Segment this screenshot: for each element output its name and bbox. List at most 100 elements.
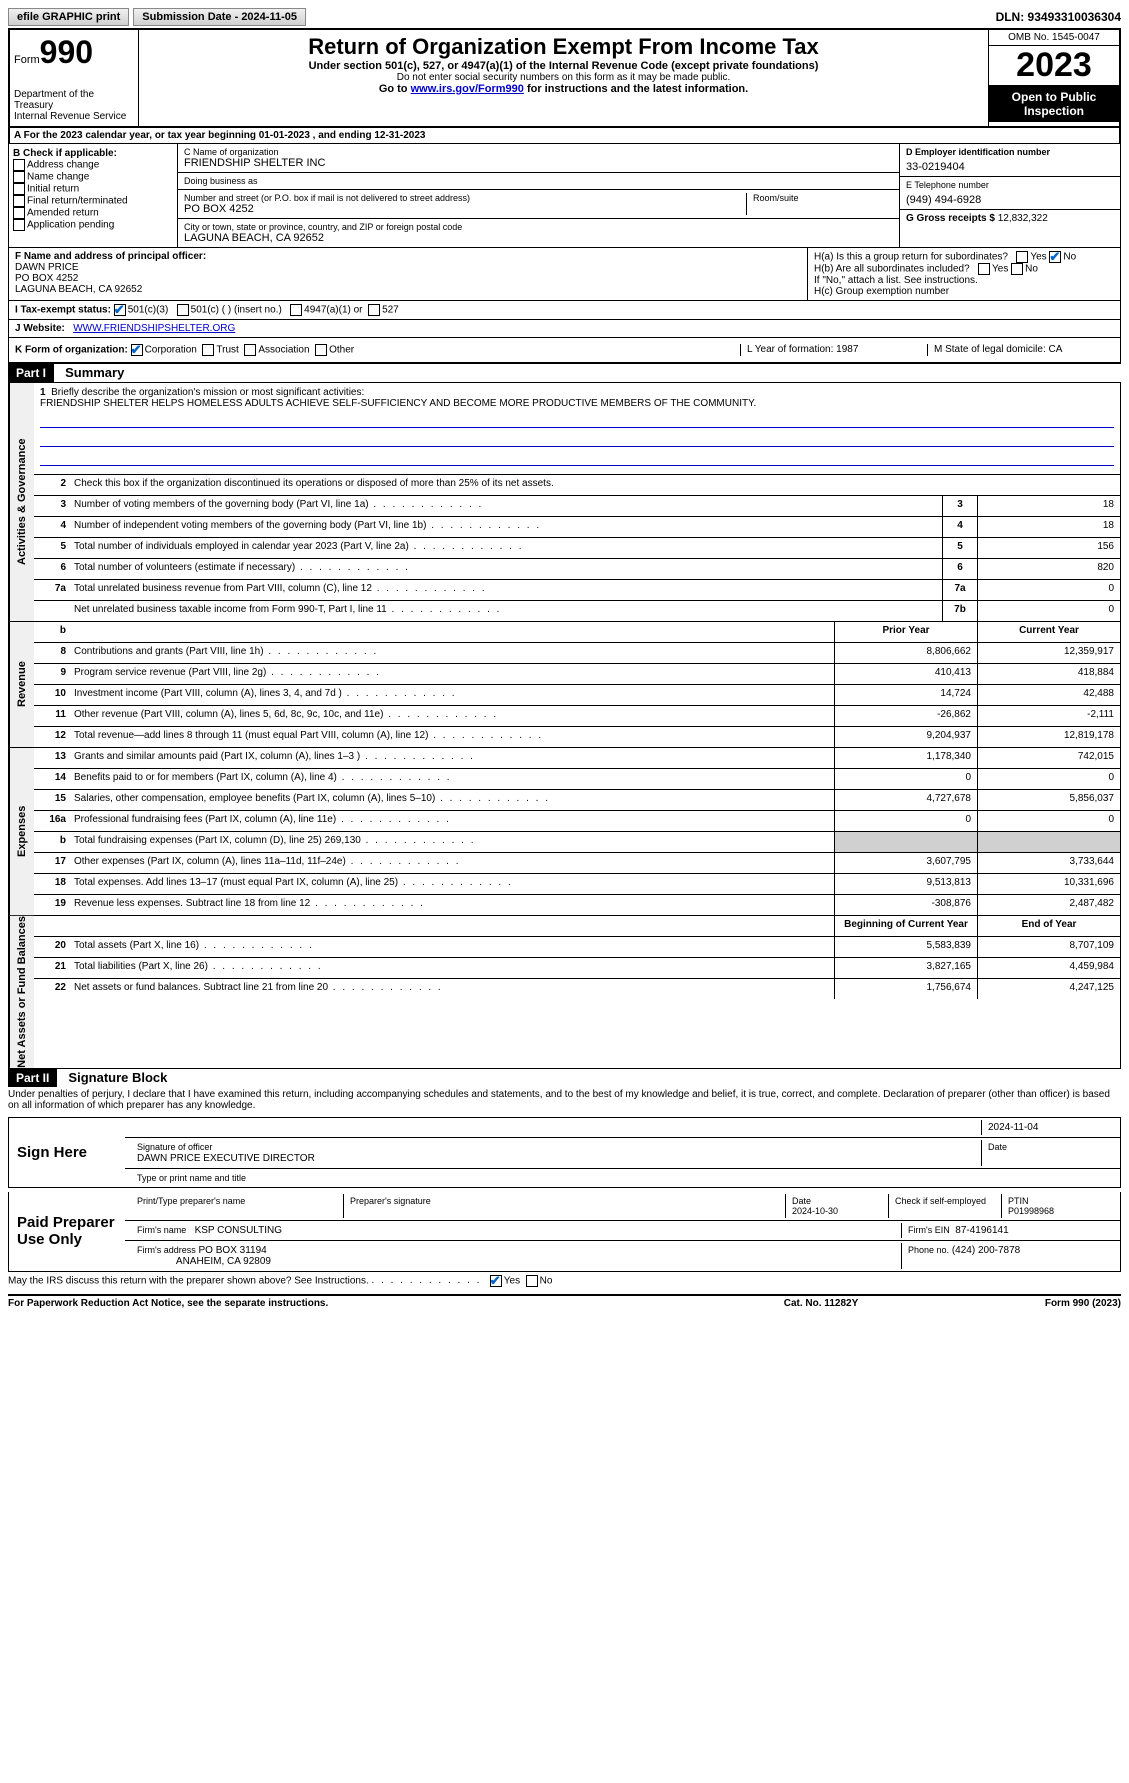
a-pre: For the 2023 calendar year, or tax year … bbox=[24, 130, 259, 141]
4947-checkbox[interactable] bbox=[290, 304, 302, 316]
sign-here-block: Sign Here 2024-11-04 Signature of office… bbox=[8, 1117, 1121, 1188]
addr-change-checkbox[interactable] bbox=[13, 159, 25, 171]
k-label: K Form of organization: bbox=[15, 345, 128, 356]
topbar: efile GRAPHIC print Submission Date - 20… bbox=[8, 8, 1121, 26]
line-desc: Number of voting members of the governin… bbox=[70, 496, 942, 516]
vtab-rev: Revenue bbox=[9, 622, 34, 747]
a-end: 12-31-2023 bbox=[374, 130, 425, 141]
line-num: 4 bbox=[34, 517, 70, 537]
line-cy: 4,459,984 bbox=[977, 958, 1120, 978]
cell-city: City or town, state or province, country… bbox=[178, 219, 899, 247]
line-py: -308,876 bbox=[834, 895, 977, 915]
irs-link[interactable]: www.irs.gov/Form990 bbox=[411, 83, 524, 95]
sig-cell3: Type or print name and title bbox=[125, 1169, 1120, 1187]
line-desc: Total unrelated business revenue from Pa… bbox=[70, 580, 942, 600]
header-sub2: Do not enter social security numbers on … bbox=[143, 72, 984, 83]
line-cy: 12,359,917 bbox=[977, 643, 1120, 663]
paid-label: Paid Preparer Use Only bbox=[9, 1192, 125, 1271]
line-py: 3,607,795 bbox=[834, 853, 977, 873]
line-cy: -2,111 bbox=[977, 706, 1120, 726]
line-num: 16a bbox=[34, 811, 70, 831]
cell-street: Number and street (or P.O. box if mail i… bbox=[178, 190, 899, 219]
line-desc: Other revenue (Part VIII, column (A), li… bbox=[70, 706, 834, 726]
other-checkbox[interactable] bbox=[315, 344, 327, 356]
line-box: 5 bbox=[942, 538, 977, 558]
hb-yes-checkbox[interactable] bbox=[978, 263, 990, 275]
discuss-yes-checkbox[interactable] bbox=[490, 1275, 502, 1287]
penalties: Under penalties of perjury, I declare th… bbox=[8, 1087, 1121, 1113]
row-i: I Tax-exempt status: 501(c)(3) 501(c) ( … bbox=[8, 301, 1121, 320]
501c3-checkbox[interactable] bbox=[114, 304, 126, 316]
na-header: Beginning of Current Year End of Year bbox=[34, 916, 1120, 937]
line-cy: 4,247,125 bbox=[977, 979, 1120, 999]
initial-return-checkbox[interactable] bbox=[13, 183, 25, 195]
summary-line: 8 Contributions and grants (Part VIII, l… bbox=[34, 643, 1120, 664]
sign-row: Sign Here 2024-11-04 Signature of office… bbox=[9, 1118, 1120, 1187]
line-num: 21 bbox=[34, 958, 70, 978]
efile-print-button[interactable]: efile GRAPHIC print bbox=[8, 8, 129, 26]
i-block: I Tax-exempt status: 501(c)(3) 501(c) ( … bbox=[9, 301, 1120, 319]
trust-checkbox[interactable] bbox=[202, 344, 214, 356]
k-block: K Form of organization: Corporation Trus… bbox=[15, 344, 740, 356]
line-py: 1,756,674 bbox=[834, 979, 977, 999]
line-cy: 12,819,178 bbox=[977, 727, 1120, 747]
self-emp: Check if self-employed bbox=[889, 1194, 1002, 1218]
line-box: 7b bbox=[942, 601, 977, 621]
hb-no-checkbox[interactable] bbox=[1011, 263, 1023, 275]
amended-checkbox[interactable] bbox=[13, 207, 25, 219]
c-street-label: Number and street (or P.O. box if mail i… bbox=[184, 193, 746, 203]
hb-note: If "No," attach a list. See instructions… bbox=[814, 275, 1114, 286]
h-block: H(a) Is this a group return for subordin… bbox=[807, 248, 1120, 300]
na-hd bbox=[70, 916, 834, 936]
hc: H(c) Group exemption number bbox=[814, 286, 1114, 297]
header-right: OMB No. 1545-0047 2023 Open to Public In… bbox=[988, 30, 1119, 126]
k-o3: Association bbox=[258, 345, 309, 356]
line-cy: 8,707,109 bbox=[977, 937, 1120, 957]
c-city-label: City or town, state or province, country… bbox=[184, 222, 893, 232]
name-change-checkbox[interactable] bbox=[13, 171, 25, 183]
corp-checkbox[interactable] bbox=[131, 344, 143, 356]
ha-no-checkbox[interactable] bbox=[1049, 251, 1061, 263]
rev-hd bbox=[70, 622, 834, 642]
line-num: 10 bbox=[34, 685, 70, 705]
na-cy-header: End of Year bbox=[977, 916, 1120, 936]
final-return-checkbox[interactable] bbox=[13, 195, 25, 207]
line-desc: Total liabilities (Part X, line 26) bbox=[70, 958, 834, 978]
ha-yes-checkbox[interactable] bbox=[1016, 251, 1028, 263]
line-cy: 2,487,482 bbox=[977, 895, 1120, 915]
street: PO BOX 4252 bbox=[184, 203, 746, 215]
footer-left: For Paperwork Reduction Act Notice, see … bbox=[8, 1298, 721, 1309]
rev-hb: b bbox=[34, 622, 70, 642]
cy-header: Current Year bbox=[977, 622, 1120, 642]
summary-line: 13 Grants and similar amounts paid (Part… bbox=[34, 748, 1120, 769]
section-bcd: B Check if applicable: Address change Na… bbox=[8, 144, 1121, 248]
527-checkbox[interactable] bbox=[368, 304, 380, 316]
summary-line: 3 Number of voting members of the govern… bbox=[34, 496, 1120, 517]
app-pending-checkbox[interactable] bbox=[13, 219, 25, 231]
line-desc: Revenue less expenses. Subtract line 18 … bbox=[70, 895, 834, 915]
line-desc: Total fundraising expenses (Part IX, col… bbox=[70, 832, 834, 852]
mission-line1 bbox=[40, 413, 1114, 428]
gross-receipts: 12,832,322 bbox=[998, 213, 1048, 224]
j-block: J Website: WWW.FRIENDSHIPSHELTER.ORG bbox=[9, 320, 1120, 337]
footer-right: Form 990 (2023) bbox=[921, 1298, 1121, 1309]
line-cy: 42,488 bbox=[977, 685, 1120, 705]
row-k: K Form of organization: Corporation Trus… bbox=[8, 338, 1121, 364]
line-num: 15 bbox=[34, 790, 70, 810]
l-block: L Year of formation: 1987 bbox=[740, 344, 927, 356]
mission-prompt: Briefly describe the organization's miss… bbox=[51, 387, 364, 398]
assoc-checkbox[interactable] bbox=[244, 344, 256, 356]
submission-date: Submission Date - 2024-11-05 bbox=[133, 8, 306, 26]
line-cy: 5,856,037 bbox=[977, 790, 1120, 810]
discuss-no-checkbox[interactable] bbox=[526, 1275, 538, 1287]
b-opt-0: Address change bbox=[13, 159, 173, 171]
line-num: 20 bbox=[34, 937, 70, 957]
sign-right: 2024-11-04 Signature of officer DAWN PRI… bbox=[125, 1118, 1120, 1187]
line-desc: Benefits paid to or for members (Part IX… bbox=[70, 769, 834, 789]
line-cy bbox=[977, 832, 1120, 852]
website-link[interactable]: WWW.FRIENDSHIPSHELTER.ORG bbox=[73, 323, 235, 334]
i-label: I Tax-exempt status: bbox=[15, 305, 111, 316]
gross-label: G Gross receipts $ bbox=[906, 213, 995, 224]
501c-checkbox[interactable] bbox=[177, 304, 189, 316]
discuss-text: May the IRS discuss this return with the… bbox=[8, 1275, 369, 1286]
